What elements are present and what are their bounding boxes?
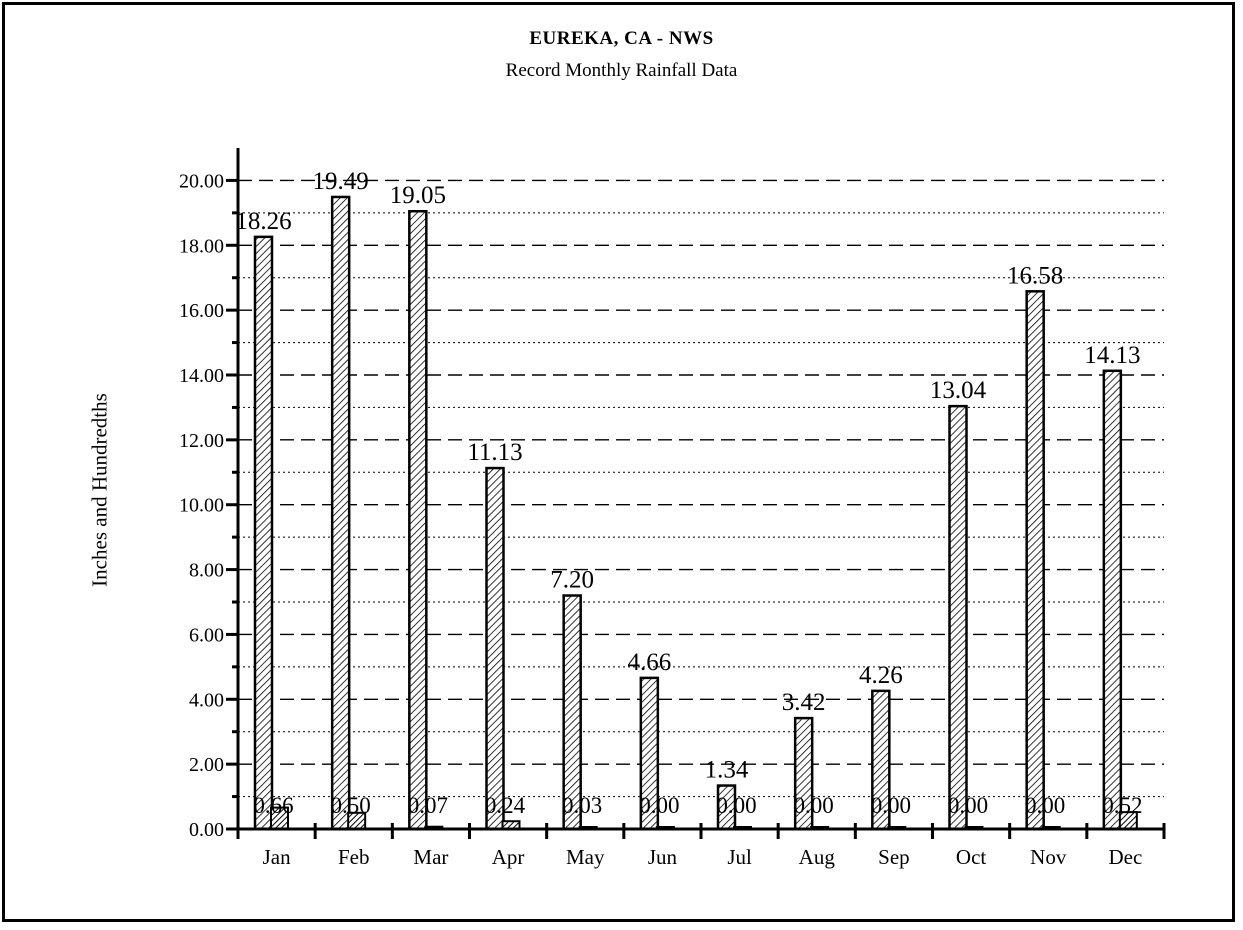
data-label-series1: 4.26 [859, 662, 903, 689]
x-tick-label: Nov [1030, 845, 1067, 869]
bar-series1-apr [485, 466, 505, 831]
data-label-series1: 1.34 [705, 757, 749, 784]
bar-series1-nov [1025, 290, 1045, 831]
x-tick-label: Feb [338, 845, 370, 869]
data-label-series2: 0.00 [639, 793, 679, 818]
y-tick-label: 18.00 [179, 235, 224, 257]
x-tick-label: Aug [799, 845, 836, 869]
data-label-series1: 18.26 [235, 208, 291, 235]
axes [226, 148, 1166, 839]
labels: 18.26 0.66 Jan 19.49 0.50 Feb 19.05 0.07 Mar 11.1… [179, 168, 1142, 869]
data-label-series2: 0.07 [408, 793, 448, 818]
bar-series1-dec [1102, 369, 1123, 831]
data-label-series2: 0.66 [253, 793, 293, 818]
x-tick-label: Jan [263, 845, 291, 869]
y-tick-label: 12.00 [179, 430, 224, 452]
data-label-series2: 0.00 [948, 793, 988, 818]
data-label-series1: 13.04 [930, 377, 987, 404]
chart-subtitle: Record Monthly Rainfall Data [505, 60, 738, 81]
y-tick-label: 6.00 [189, 624, 224, 646]
x-tick-label: Oct [956, 845, 986, 869]
y-tick-label: 2.00 [189, 754, 224, 776]
x-tick-label: Dec [1109, 845, 1143, 869]
bar-series1-feb [330, 195, 351, 831]
data-label-series2: 0.03 [562, 793, 602, 818]
y-tick-label: 14.00 [179, 365, 224, 387]
data-label-series1: 7.20 [550, 567, 594, 594]
data-label-series2: 0.00 [716, 793, 756, 818]
data-label-series1: 3.42 [782, 689, 826, 716]
y-tick-label: 16.00 [179, 300, 224, 322]
data-label-series1: 19.05 [390, 182, 446, 209]
data-label-series2: 0.00 [794, 793, 834, 818]
x-tick-label: Jul [727, 845, 752, 869]
data-label-series2: 0.50 [331, 793, 371, 818]
chart-title: EUREKA, CA - NWS [529, 28, 714, 49]
x-tick-label: May [566, 845, 605, 869]
data-label-series1: 14.13 [1084, 342, 1140, 369]
y-tick-label: 8.00 [189, 560, 224, 582]
y-tick-label: 4.00 [189, 689, 224, 711]
data-label-series1: 16.58 [1007, 262, 1063, 289]
bar-series1-mar [408, 209, 428, 831]
data-label-series1: 19.49 [313, 168, 369, 195]
bar-series1-jan [253, 235, 274, 831]
data-label-series2: 0.00 [1025, 793, 1065, 818]
data-label-series1: 11.13 [467, 439, 522, 466]
x-tick-label: Sep [878, 845, 910, 869]
bar-series1-oct [948, 404, 968, 831]
y-tick-label: 0.00 [189, 819, 224, 841]
data-label-series2: 0.00 [871, 793, 911, 818]
x-tick-label: Jun [648, 845, 678, 869]
y-tick-label: 20.00 [179, 170, 224, 192]
data-label-series1: 4.66 [627, 649, 671, 676]
y-tick-label: 10.00 [179, 495, 224, 517]
bars [253, 195, 1138, 831]
data-label-series2: 0.24 [485, 793, 526, 818]
data-label-series2: 0.52 [1102, 793, 1142, 818]
x-tick-label: Mar [413, 845, 448, 869]
x-tick-label: Apr [492, 845, 525, 869]
grid-lines [238, 179, 1164, 798]
